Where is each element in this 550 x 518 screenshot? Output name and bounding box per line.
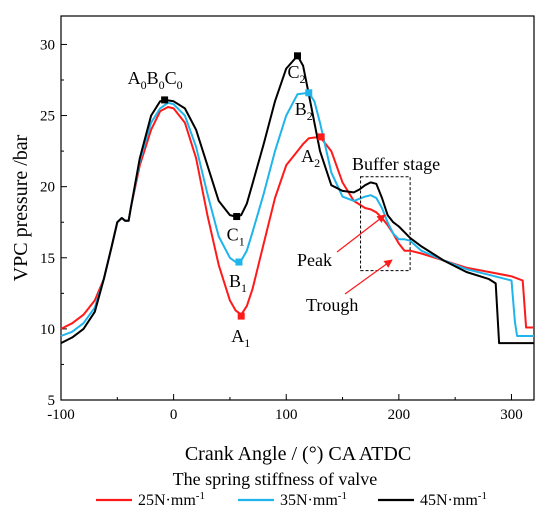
buffer-stage-label: Buffer stage — [352, 154, 440, 174]
axis-ticks: -100 0 100 200 300 5 10 15 20 25 30 — [40, 37, 523, 423]
y-tick-label: 10 — [40, 322, 55, 338]
point-label: C2 — [288, 62, 306, 86]
x-tick-label: -100 — [47, 407, 75, 423]
series-line-2 — [60, 91, 534, 337]
legend-label: 45N·mm-1 — [420, 490, 487, 509]
x-tick-label: 0 — [170, 407, 178, 423]
y-tick-label: 20 — [40, 180, 55, 196]
y-tick-label: 30 — [40, 37, 55, 53]
legend-label: 35N·mm-1 — [280, 490, 347, 509]
y-axis-title: VPC pressure /bar — [10, 134, 32, 281]
point-label: B2 — [295, 99, 313, 123]
x-tick-label: 300 — [500, 407, 523, 423]
point-label: A1 — [231, 326, 250, 350]
series-layer — [60, 54, 534, 345]
legend-label: 25N·mm-1 — [138, 490, 205, 509]
trough-label: Trough — [306, 295, 358, 315]
point-marker — [161, 96, 169, 104]
point-label: A0B0C0 — [128, 68, 183, 92]
point-label: B1 — [229, 271, 247, 295]
point-marker — [237, 312, 245, 320]
trough-arrow — [344, 259, 393, 295]
buffer-stage-box — [360, 176, 411, 272]
labeled-points: A0B0C0 A1 B1 C1 A2 B2 C2 — [128, 52, 325, 350]
y-tick-label: 5 — [48, 393, 56, 409]
peak-arrow — [336, 214, 386, 253]
point-marker — [233, 213, 241, 221]
x-tick-label: 200 — [388, 407, 411, 423]
point-marker — [317, 133, 325, 141]
point-label: C1 — [227, 225, 245, 249]
x-axis-title: Crank Angle / (°) CA ATDC — [185, 443, 411, 465]
legend: The spring stiffness of valve 25N·mm-1 35… — [96, 469, 487, 509]
point-marker — [294, 52, 301, 60]
series-line-3 — [60, 54, 534, 345]
legend-title: The spring stiffness of valve — [173, 469, 378, 489]
plot-frame — [60, 15, 535, 401]
x-tick-label: 100 — [275, 407, 298, 423]
point-marker — [305, 89, 313, 97]
point-label: A2 — [301, 146, 320, 170]
y-tick-label: 25 — [40, 109, 55, 125]
y-tick-label: 15 — [40, 251, 55, 267]
series-line-1 — [60, 106, 534, 330]
point-marker — [235, 258, 243, 266]
peak-label: Peak — [297, 250, 332, 270]
annotations: Buffer stage Peak Trough — [297, 154, 440, 315]
